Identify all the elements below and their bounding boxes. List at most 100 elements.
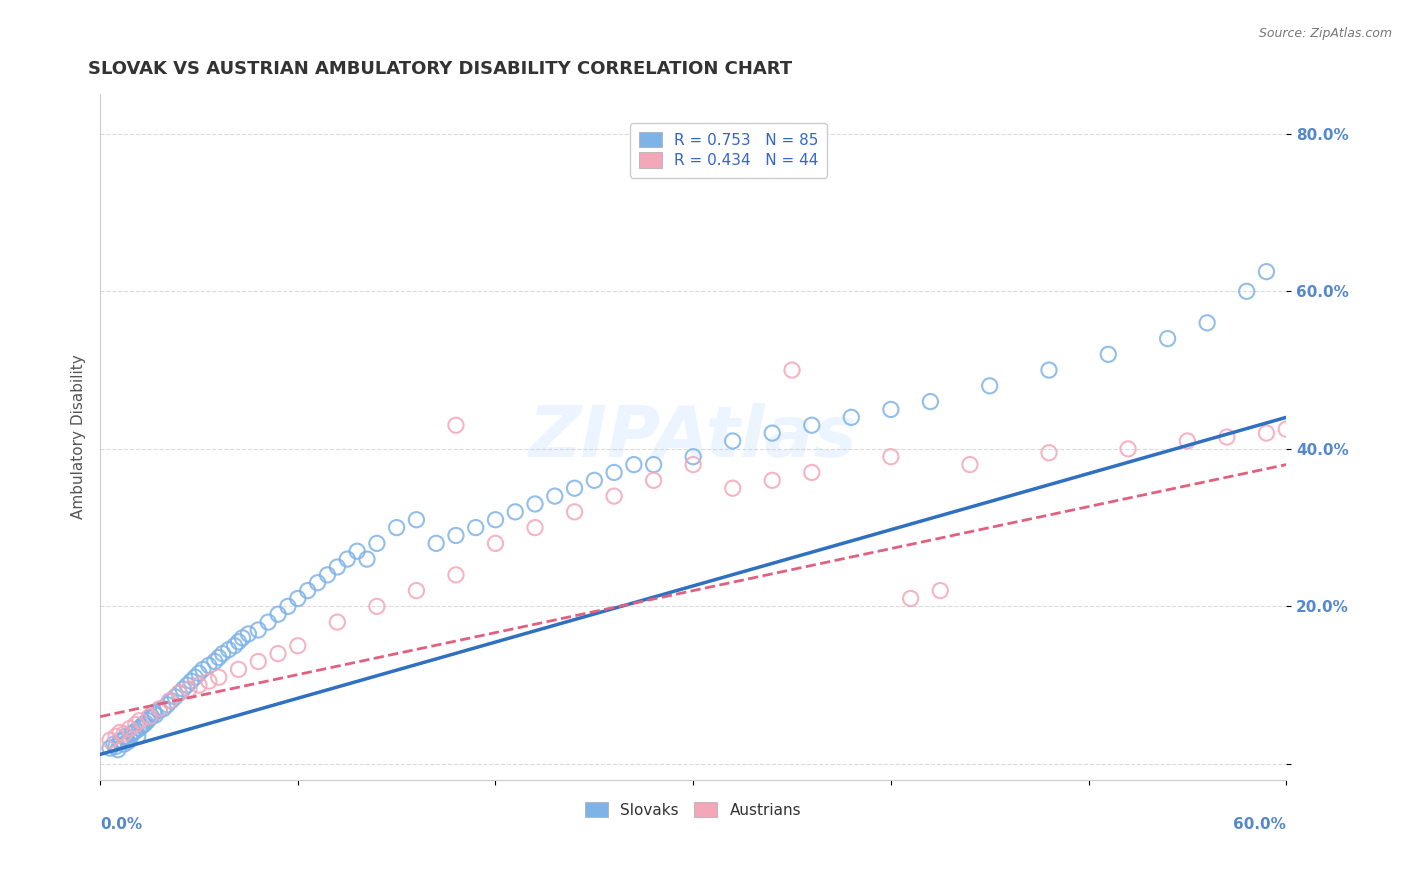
Point	[603, 466, 626, 480]
Text: 0.0%: 0.0%	[100, 817, 142, 832]
Point	[564, 481, 586, 495]
Point	[104, 729, 127, 743]
Point	[682, 458, 704, 472]
Point	[148, 703, 170, 717]
Point	[356, 552, 378, 566]
Point	[1038, 363, 1060, 377]
Point	[198, 674, 221, 689]
Point	[800, 466, 823, 480]
Point	[503, 505, 526, 519]
Point	[761, 426, 783, 441]
Point	[524, 497, 547, 511]
Point	[484, 513, 506, 527]
Point	[108, 735, 131, 749]
Point	[326, 560, 349, 574]
Point	[208, 670, 231, 684]
Point	[1275, 422, 1298, 436]
Point	[405, 513, 427, 527]
Point	[307, 575, 329, 590]
Point	[544, 489, 567, 503]
Point	[135, 715, 157, 730]
Point	[142, 706, 165, 720]
Point	[141, 709, 163, 723]
Point	[156, 698, 179, 712]
Point	[880, 402, 903, 417]
Point	[444, 418, 467, 433]
Point	[1097, 347, 1119, 361]
Point	[287, 639, 309, 653]
Point	[148, 702, 170, 716]
Point	[316, 567, 339, 582]
Point	[623, 458, 645, 472]
Point	[172, 681, 194, 696]
Point	[880, 450, 903, 464]
Point	[118, 722, 141, 736]
Point	[1256, 426, 1278, 441]
Point	[111, 733, 134, 747]
Point	[132, 717, 155, 731]
Point	[198, 658, 221, 673]
Point	[405, 583, 427, 598]
Text: SLOVAK VS AUSTRIAN AMBULATORY DISABILITY CORRELATION CHART: SLOVAK VS AUSTRIAN AMBULATORY DISABILITY…	[89, 60, 793, 78]
Point	[346, 544, 368, 558]
Point	[145, 708, 167, 723]
Point	[157, 694, 180, 708]
Point	[267, 607, 290, 622]
Point	[112, 737, 135, 751]
Point	[564, 505, 586, 519]
Point	[208, 650, 231, 665]
Point	[125, 723, 148, 738]
Point	[1256, 265, 1278, 279]
Point	[366, 599, 388, 614]
Point	[128, 714, 150, 728]
Point	[125, 717, 148, 731]
Y-axis label: Ambulatory Disability: Ambulatory Disability	[72, 355, 86, 519]
Point	[277, 599, 299, 614]
Point	[211, 647, 233, 661]
Legend: Slovaks, Austrians: Slovaks, Austrians	[576, 792, 810, 827]
Point	[920, 394, 942, 409]
Point	[138, 709, 160, 723]
Point	[1038, 446, 1060, 460]
Point	[121, 727, 143, 741]
Point	[366, 536, 388, 550]
Point	[1116, 442, 1139, 456]
Point	[231, 631, 253, 645]
Point	[800, 418, 823, 433]
Point	[177, 681, 200, 696]
Point	[108, 725, 131, 739]
Point	[1177, 434, 1199, 448]
Point	[122, 725, 145, 739]
Point	[682, 450, 704, 464]
Point	[444, 567, 467, 582]
Point	[128, 722, 150, 736]
Point	[839, 410, 862, 425]
Point	[603, 489, 626, 503]
Point	[336, 552, 359, 566]
Point	[643, 474, 665, 488]
Point	[167, 686, 190, 700]
Point	[721, 434, 744, 448]
Point	[484, 536, 506, 550]
Point	[107, 742, 129, 756]
Point	[167, 686, 190, 700]
Point	[204, 655, 226, 669]
Point	[287, 591, 309, 606]
Point	[117, 735, 139, 749]
Point	[114, 729, 136, 743]
Point	[959, 458, 981, 472]
Point	[104, 739, 127, 754]
Point	[165, 690, 187, 704]
Point	[228, 635, 250, 649]
Point	[425, 536, 447, 550]
Point	[247, 655, 270, 669]
Point	[257, 615, 280, 629]
Point	[98, 733, 121, 747]
Point	[152, 702, 174, 716]
Point	[929, 583, 952, 598]
Point	[267, 647, 290, 661]
Point	[127, 729, 149, 743]
Point	[238, 627, 260, 641]
Point	[131, 719, 153, 733]
Point	[1197, 316, 1219, 330]
